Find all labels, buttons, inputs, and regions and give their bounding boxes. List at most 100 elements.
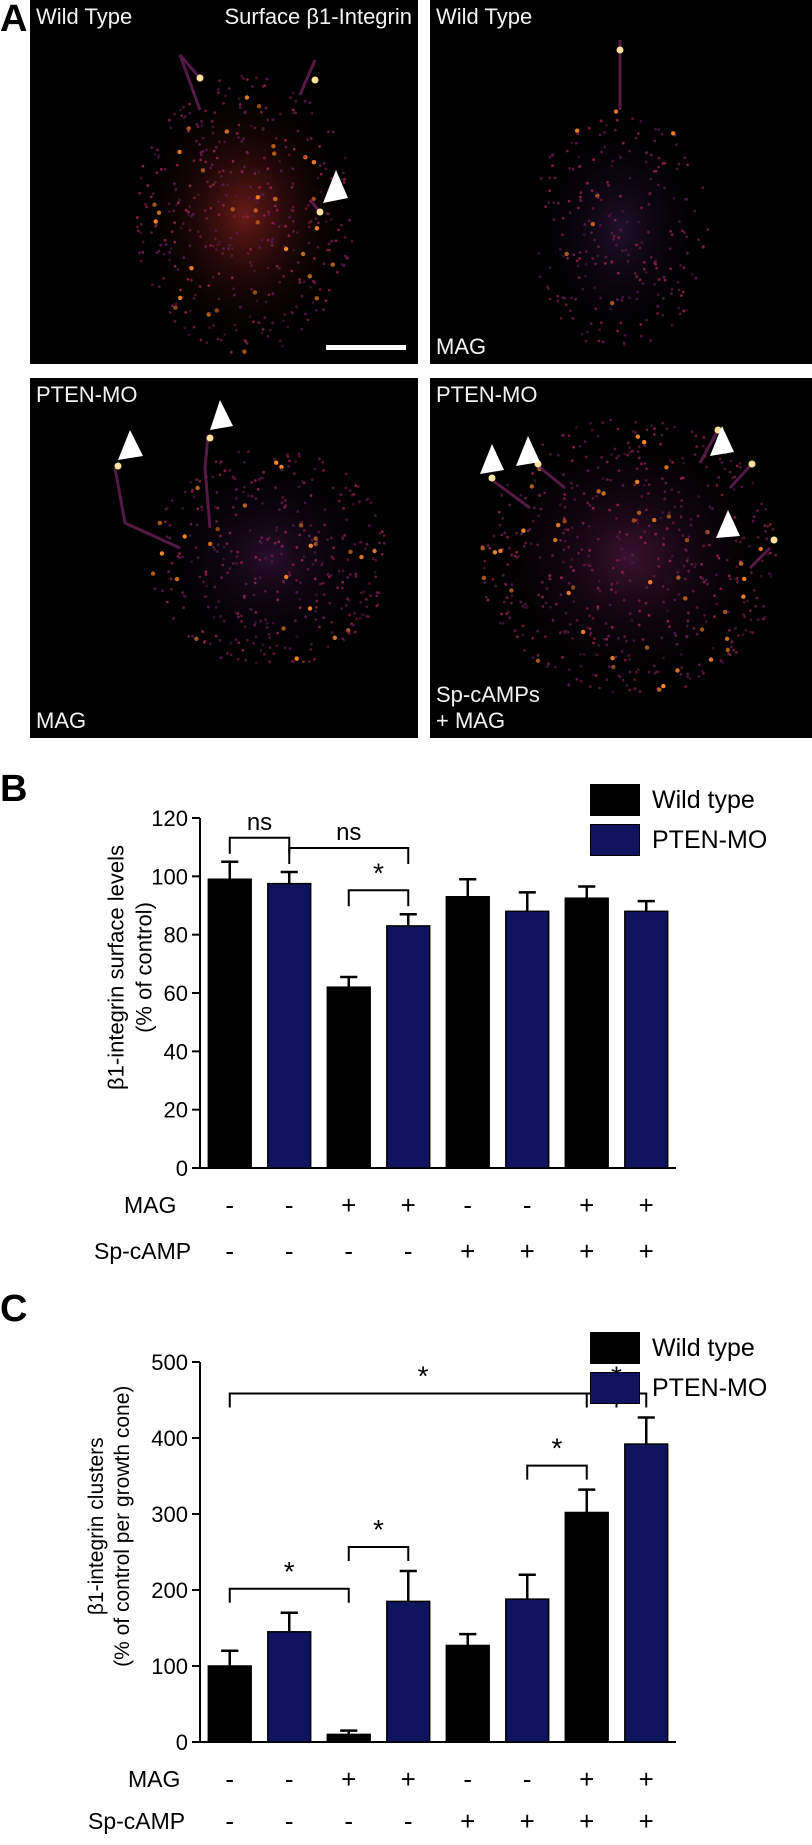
fluorescence-speckle [182, 606, 185, 610]
fluorescence-speckle [237, 97, 241, 101]
fluorescence-speckle [191, 212, 195, 216]
fluorescence-speckle [275, 644, 279, 648]
fluorescence-speckle [347, 631, 351, 635]
y-tick-label: 40 [164, 1039, 188, 1064]
fluorescence-speckle [230, 550, 233, 553]
fluorescence-speckle [626, 453, 630, 457]
fluorescence-speckle [481, 575, 487, 581]
fluorescence-speckle [619, 194, 622, 198]
fluorescence-speckle [264, 618, 268, 622]
fluorescence-speckle [183, 326, 187, 330]
fluorescence-speckle [332, 546, 335, 550]
image-label-top-left: Wild Type [436, 4, 533, 29]
fluorescence-speckle [597, 643, 601, 647]
fluorescence-speckle [591, 506, 595, 510]
fluorescence-speckle [586, 469, 590, 473]
fluorescence-speckle [237, 123, 241, 127]
fluorescence-speckle [509, 588, 514, 593]
fluorescence-speckle [749, 618, 753, 622]
fluorescence-speckle [343, 177, 347, 181]
fluorescence-speckle [176, 268, 180, 271]
fluorescence-speckle [735, 565, 739, 569]
fluorescence-speckle [296, 261, 300, 264]
fluorescence-speckle [510, 594, 514, 597]
fluorescence-speckle [625, 220, 629, 224]
fluorescence-speckle [660, 433, 664, 437]
fluorescence-speckle [610, 301, 615, 306]
fluorescence-speckle [189, 480, 193, 484]
fluorescence-speckle [636, 450, 640, 453]
fluorescence-speckle [200, 505, 204, 509]
y-tick-label: 0 [176, 1730, 188, 1755]
fluorescence-speckle [164, 243, 168, 246]
fluorescence-speckle [569, 565, 573, 569]
fluorescence-speckle [695, 632, 699, 636]
fluorescence-speckle [633, 272, 637, 275]
fluorescence-speckle [295, 231, 299, 235]
fluorescence-speckle [314, 606, 318, 609]
y-tick-label: 0 [176, 1156, 188, 1181]
fluorescence-speckle [731, 476, 734, 480]
fluorescence-speckle [254, 555, 258, 559]
fluorescence-speckle [141, 164, 145, 168]
fluorescence-speckle [190, 560, 193, 563]
fluorescence-speckle [240, 614, 243, 618]
fluorescence-speckle [280, 501, 284, 505]
condition-sign: + [519, 1236, 535, 1266]
fluorescence-speckle [204, 160, 208, 164]
fluorescence-speckle [719, 587, 723, 591]
fluorescence-speckle [192, 297, 196, 300]
fluorescence-speckle [521, 633, 524, 637]
fluorescence-speckle [597, 579, 601, 583]
fluorescence-speckle [702, 671, 705, 675]
fluorescence-speckle [269, 186, 273, 190]
fluorescence-speckle [684, 685, 688, 689]
fluorescence-speckle [494, 584, 497, 588]
fluorescence-speckle [609, 307, 613, 311]
fluorescence-speckle [300, 558, 304, 562]
fluorescence-speckle [674, 634, 678, 637]
condition-sign: + [400, 1190, 416, 1220]
fluorescence-speckle [231, 475, 235, 479]
fluorescence-speckle [264, 556, 267, 560]
fluorescence-speckle [199, 338, 203, 342]
fluorescence-speckle [687, 611, 690, 615]
fluorescence-speckle [702, 580, 706, 584]
fluorescence-speckle [566, 528, 570, 532]
fluorescence-speckle [564, 528, 567, 531]
fluorescence-speckle [284, 224, 287, 228]
fluorescence-speckle [537, 514, 541, 518]
fluorescence-speckle [291, 182, 295, 186]
fluorescence-speckle [358, 616, 362, 620]
fluorescence-speckle [307, 241, 311, 245]
fluorescence-speckle [505, 596, 509, 600]
fluorescence-speckle [266, 167, 270, 171]
fluorescence-speckle [298, 606, 302, 609]
arrowhead-icon [716, 510, 740, 538]
fluorescence-speckle [378, 531, 382, 535]
fluorescence-speckle [283, 646, 287, 650]
fluorescence-speckle [188, 244, 192, 248]
fluorescence-speckle [169, 126, 173, 130]
fluorescence-speckle [519, 493, 523, 497]
fluorescence-speckle [655, 266, 658, 270]
fluorescence-speckle [630, 561, 634, 565]
fluorescence-speckle [200, 124, 204, 128]
fluorescence-speckle [578, 652, 582, 656]
fluorescence-speckle [141, 250, 145, 254]
fluorescence-speckle [159, 551, 165, 556]
fluorescence-speckle [591, 496, 595, 500]
fluorescence-speckle [589, 631, 593, 635]
condition-sign: - [225, 1806, 235, 1836]
fluorescence-speckle [255, 76, 258, 80]
fluorescence-speckle [309, 494, 313, 497]
fluorescence-speckle [280, 552, 283, 556]
fluorescence-speckle [342, 507, 345, 510]
fluorescence-speckle [694, 276, 698, 280]
fluorescence-speckle [600, 150, 603, 154]
fluorescence-speckle [314, 609, 318, 613]
fluorescence-speckle [196, 507, 200, 511]
fluorescence-speckle [181, 591, 185, 594]
fluorescence-speckle [231, 562, 235, 565]
fluorescence-speckle [673, 598, 677, 602]
